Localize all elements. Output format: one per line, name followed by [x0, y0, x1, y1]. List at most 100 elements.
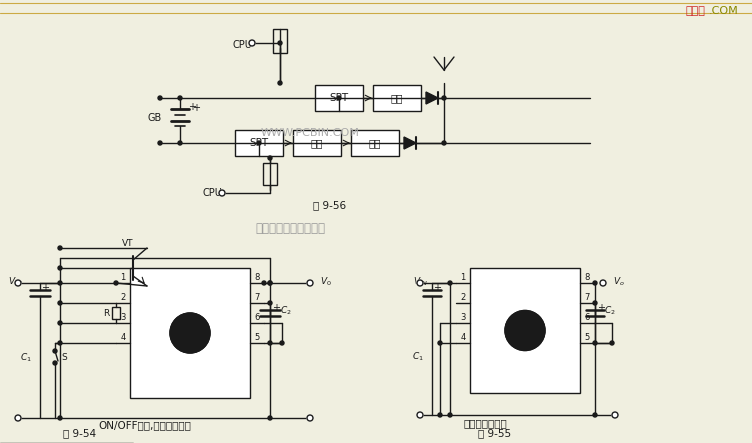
- Circle shape: [337, 96, 341, 100]
- Circle shape: [53, 361, 57, 365]
- Circle shape: [593, 341, 597, 345]
- Text: +: +: [188, 102, 196, 112]
- Circle shape: [600, 280, 606, 286]
- Circle shape: [53, 349, 57, 353]
- Circle shape: [249, 40, 255, 46]
- Bar: [112, 307, 120, 319]
- Circle shape: [448, 413, 452, 417]
- Text: ON/OFF控制,增加电流输出: ON/OFF控制,增加电流输出: [99, 420, 192, 430]
- Circle shape: [178, 96, 182, 100]
- Text: 8: 8: [584, 273, 590, 283]
- Polygon shape: [426, 92, 438, 104]
- Polygon shape: [404, 137, 416, 149]
- Circle shape: [280, 341, 284, 345]
- Circle shape: [268, 281, 272, 285]
- Text: 1: 1: [460, 273, 465, 283]
- Circle shape: [268, 341, 272, 345]
- Text: $C_1$: $C_1$: [20, 352, 32, 364]
- Text: 接收: 接收: [391, 93, 403, 103]
- Circle shape: [170, 313, 210, 353]
- Circle shape: [15, 415, 21, 421]
- Text: 3: 3: [460, 314, 465, 323]
- Circle shape: [593, 413, 597, 417]
- Text: 图 9-55: 图 9-55: [478, 428, 511, 438]
- Text: R: R: [103, 308, 109, 318]
- Circle shape: [219, 190, 225, 196]
- Text: 7: 7: [584, 294, 590, 303]
- Circle shape: [58, 416, 62, 420]
- Text: 发送: 发送: [368, 138, 381, 148]
- Bar: [273, 28, 287, 53]
- Circle shape: [15, 280, 21, 286]
- Text: VT: VT: [123, 238, 134, 248]
- Text: +: +: [192, 103, 200, 113]
- Text: $C_2$: $C_2$: [604, 304, 616, 317]
- Text: +: +: [433, 283, 441, 293]
- Text: 2: 2: [120, 294, 126, 303]
- Text: $C_1$: $C_1$: [412, 350, 424, 363]
- Text: .COM: .COM: [709, 6, 739, 16]
- Circle shape: [505, 311, 545, 350]
- Text: 5: 5: [584, 334, 590, 342]
- Circle shape: [307, 415, 313, 421]
- Circle shape: [158, 141, 162, 145]
- Circle shape: [417, 412, 423, 418]
- Bar: [235, 130, 283, 156]
- Text: 不控制时的接法: 不控制时的接法: [463, 418, 507, 428]
- Circle shape: [612, 412, 618, 418]
- Circle shape: [278, 41, 282, 45]
- Circle shape: [278, 81, 282, 85]
- Text: 3: 3: [120, 314, 126, 323]
- Text: 4: 4: [120, 334, 126, 342]
- Text: 图 9-54: 图 9-54: [63, 428, 96, 438]
- Circle shape: [593, 281, 597, 285]
- Text: WWW.PCBIN.COM: WWW.PCBIN.COM: [260, 128, 359, 138]
- Circle shape: [438, 413, 442, 417]
- Circle shape: [158, 96, 162, 100]
- Circle shape: [114, 281, 118, 285]
- Circle shape: [307, 280, 313, 286]
- Bar: [470, 268, 580, 393]
- Circle shape: [268, 156, 272, 160]
- Text: +: +: [272, 303, 280, 313]
- Text: 图 9-56: 图 9-56: [314, 200, 347, 210]
- Circle shape: [268, 416, 272, 420]
- Circle shape: [58, 341, 62, 345]
- Circle shape: [58, 281, 62, 285]
- Circle shape: [268, 301, 272, 305]
- Circle shape: [593, 301, 597, 305]
- Circle shape: [58, 301, 62, 305]
- Circle shape: [178, 141, 182, 145]
- Text: 8: 8: [254, 273, 259, 283]
- Text: 6: 6: [584, 314, 590, 323]
- Text: 4: 4: [460, 334, 465, 342]
- Circle shape: [268, 281, 272, 285]
- Bar: [351, 130, 399, 156]
- Text: 振荡: 振荡: [311, 138, 323, 148]
- Text: S: S: [61, 353, 67, 361]
- Bar: [130, 268, 250, 398]
- Bar: [263, 163, 277, 185]
- Text: $V_{IN}$: $V_{IN}$: [413, 276, 428, 288]
- Text: $V_o$: $V_o$: [613, 276, 625, 288]
- Bar: [315, 85, 363, 111]
- Text: $C_2$: $C_2$: [280, 304, 292, 317]
- Circle shape: [438, 341, 442, 345]
- Text: SPT: SPT: [329, 93, 349, 103]
- Text: 杭州将睿科技有限公司: 杭州将睿科技有限公司: [255, 222, 325, 234]
- Circle shape: [442, 141, 446, 145]
- Text: +: +: [597, 303, 605, 313]
- Text: CPU: CPU: [232, 40, 252, 50]
- Circle shape: [58, 246, 62, 250]
- Circle shape: [417, 280, 423, 286]
- Text: $V_{IN}$: $V_{IN}$: [8, 276, 23, 288]
- Text: +: +: [41, 283, 49, 293]
- Bar: [293, 130, 341, 156]
- Bar: [373, 85, 421, 111]
- Circle shape: [58, 266, 62, 270]
- Text: 6: 6: [254, 314, 259, 323]
- Circle shape: [448, 281, 452, 285]
- Circle shape: [610, 341, 614, 345]
- Circle shape: [262, 281, 266, 285]
- Text: GB: GB: [148, 113, 162, 123]
